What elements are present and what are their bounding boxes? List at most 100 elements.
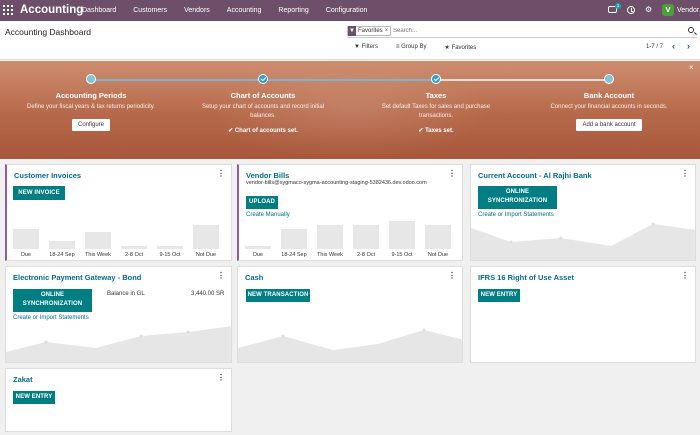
step-taxes: Taxes Set default Taxes for sales and pu… (366, 91, 506, 134)
graph-point (186, 330, 190, 334)
chart-bar[interactable] (157, 246, 183, 249)
add-bank-account-button[interactable]: Add a bank account (576, 118, 642, 131)
step-description: Connect your financial accounts in secon… (550, 104, 668, 110)
chart-axis-label: 2-8 Oct (124, 252, 144, 258)
favorites-button[interactable]: ★ Favorites (444, 45, 477, 51)
more-options-icon[interactable]: ⋮ (217, 373, 225, 382)
graph-point (651, 222, 655, 226)
more-options-icon[interactable]: ⋮ (681, 169, 689, 178)
journal-card-ifrs16: IFRS 16 Right of Use Asset ⋮ NEW ENTRY (470, 266, 696, 363)
journal-card-cash: Cash ⋮ NEW TRANSACTION (237, 266, 463, 363)
search-options: ▼ Filters ≡ Group By ★ Favorites (354, 44, 494, 51)
step-title[interactable]: Taxes (425, 91, 447, 100)
chart-axis-label: Due (252, 252, 264, 258)
graph-point (281, 334, 285, 338)
chat-icon[interactable] (608, 6, 617, 13)
more-options-icon[interactable]: ⋮ (448, 169, 456, 178)
card-title[interactable]: Vendor Bills (246, 171, 290, 180)
filters-button[interactable]: ▼ Filters (354, 44, 378, 50)
step-accounting-periods: Accounting Periods Define your fiscal ye… (21, 91, 161, 131)
card-title[interactable]: Current Account - Al Rajhi Bank (478, 171, 592, 180)
new-entry-button[interactable]: NEW ENTRY (13, 391, 55, 404)
online-sync-button[interactable]: ONLINE SYNCHRONIZATION (13, 289, 92, 312)
progress-line-pending (436, 79, 609, 81)
more-options-icon[interactable]: ⋮ (217, 271, 225, 280)
chart-bar[interactable] (193, 225, 219, 249)
vendor-bills-email[interactable]: vendor-bills@sygmaco-sygma-accounting-st… (246, 180, 427, 186)
step-title[interactable]: Chart of Accounts (230, 91, 296, 100)
new-transaction-button[interactable]: NEW TRANSACTION (246, 289, 310, 302)
menu-item-reporting[interactable]: Reporting (278, 7, 309, 14)
close-icon[interactable]: × (689, 63, 694, 72)
menu-item-accounting[interactable]: Accounting (226, 7, 262, 14)
step-chart-of-accounts: Chart of Accounts Setup your chart of ac… (193, 91, 333, 134)
chart-axis-label: 9-15 Oct (159, 252, 181, 258)
create-manually-link[interactable]: Create Manually (246, 212, 290, 218)
main-menu: Dashboard Customers Vendors Accounting R… (82, 0, 384, 21)
chart-axis-label: Not Due (195, 252, 217, 258)
chart-bar[interactable] (121, 246, 147, 249)
journal-card-zakat: Zakat ⋮ NEW ENTRY (5, 368, 232, 432)
user-name[interactable]: Vendor (677, 7, 700, 14)
chart-bar[interactable] (317, 225, 343, 249)
step-dot-3-check-icon (431, 74, 441, 84)
card-title[interactable]: Electronic Payment Gateway - Bond (13, 273, 142, 282)
menu-item-vendors[interactable]: Vendors (184, 7, 210, 14)
facet-remove-icon[interactable]: × (384, 28, 389, 34)
step-title[interactable]: Bank Account (583, 91, 635, 100)
chart-axis-label: 2-8 Oct (356, 252, 376, 258)
menu-item-configuration[interactable]: Configuration (325, 7, 368, 14)
graph-area (238, 330, 462, 362)
group-by-button[interactable]: ≡ Group By (395, 44, 427, 50)
more-options-icon[interactable]: ⋮ (681, 271, 689, 280)
chart-bar[interactable] (425, 225, 451, 249)
balance-line-graph (238, 328, 462, 362)
pager-previous-icon[interactable]: ‹ (672, 41, 675, 51)
search-box: ▼ Favorites × (347, 25, 697, 38)
configure-button[interactable]: Configure (71, 118, 110, 131)
chart-bar[interactable] (13, 229, 39, 249)
step-description: Define your fiscal years & tax returns p… (27, 104, 155, 110)
app-menu-icon[interactable] (3, 5, 13, 15)
pager-next-icon[interactable]: › (687, 41, 690, 51)
gear-icon[interactable]: ⚙ (645, 5, 653, 14)
online-sync-button[interactable]: ONLINE SYNCHRONIZATION (478, 186, 557, 209)
create-import-statements-link[interactable]: Create or Import Statements (478, 212, 554, 218)
chart-axis-label: 9-15 Oct (391, 252, 413, 258)
graph-point (44, 340, 48, 344)
menu-item-dashboard[interactable]: Dashboard (82, 7, 117, 14)
upload-button[interactable]: UPLOAD (246, 196, 278, 209)
more-options-icon[interactable]: ⋮ (448, 271, 456, 280)
app-brand[interactable]: Accounting (20, 4, 84, 16)
chart-bar[interactable] (353, 225, 379, 249)
chart-bar[interactable] (281, 229, 307, 249)
avatar[interactable]: V (662, 4, 674, 16)
online-sync-line2: SYNCHRONIZATION (487, 198, 548, 204)
page-title: Accounting Dashboard (5, 27, 92, 37)
menu-item-customers[interactable]: Customers (133, 7, 168, 14)
card-title[interactable]: Customer Invoices (14, 171, 82, 180)
card-title[interactable]: Cash (245, 273, 264, 282)
new-entry-button[interactable]: NEW ENTRY (478, 289, 520, 302)
chart-bar[interactable] (245, 246, 271, 249)
filters-label: Filters (361, 44, 378, 50)
chart-bar[interactable] (49, 240, 75, 249)
journal-card-customer-invoices: Customer Invoices ⋮ NEW INVOICE Due 18-24… (5, 164, 232, 261)
create-import-statements-link[interactable]: Create or Import Statements (13, 315, 89, 321)
balance-label[interactable]: Balance in GL (107, 291, 145, 297)
more-options-icon[interactable]: ⋮ (217, 169, 225, 178)
balance-line-graph (6, 326, 231, 362)
search-icon[interactable] (688, 27, 694, 33)
chart-bar[interactable] (389, 221, 415, 249)
new-invoice-button[interactable]: NEW INVOICE (13, 186, 65, 200)
activity-clock-icon[interactable] (627, 6, 635, 14)
step-title[interactable]: Accounting Periods (55, 91, 127, 100)
chart-axis-label: Not Due (427, 252, 449, 258)
search-input[interactable] (393, 25, 683, 37)
card-title[interactable]: IFRS 16 Right of Use Asset (478, 273, 574, 282)
chart-bar[interactable] (85, 232, 111, 249)
pager-value[interactable]: 1-7 / 7 (646, 44, 664, 50)
graph-point (559, 236, 563, 240)
card-title[interactable]: Zakat (13, 375, 33, 384)
chat-badge: 1 (615, 3, 621, 9)
